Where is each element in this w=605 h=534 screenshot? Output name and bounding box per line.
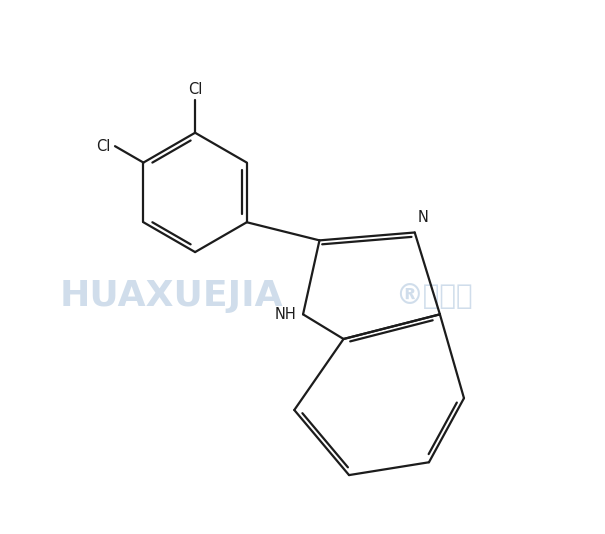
Text: Cl: Cl xyxy=(96,139,110,154)
Text: Cl: Cl xyxy=(188,82,202,97)
Text: NH: NH xyxy=(274,307,296,322)
Text: ®化学加: ®化学加 xyxy=(395,281,473,310)
Text: HUAXUEJIA: HUAXUEJIA xyxy=(59,279,283,312)
Text: N: N xyxy=(417,210,428,225)
